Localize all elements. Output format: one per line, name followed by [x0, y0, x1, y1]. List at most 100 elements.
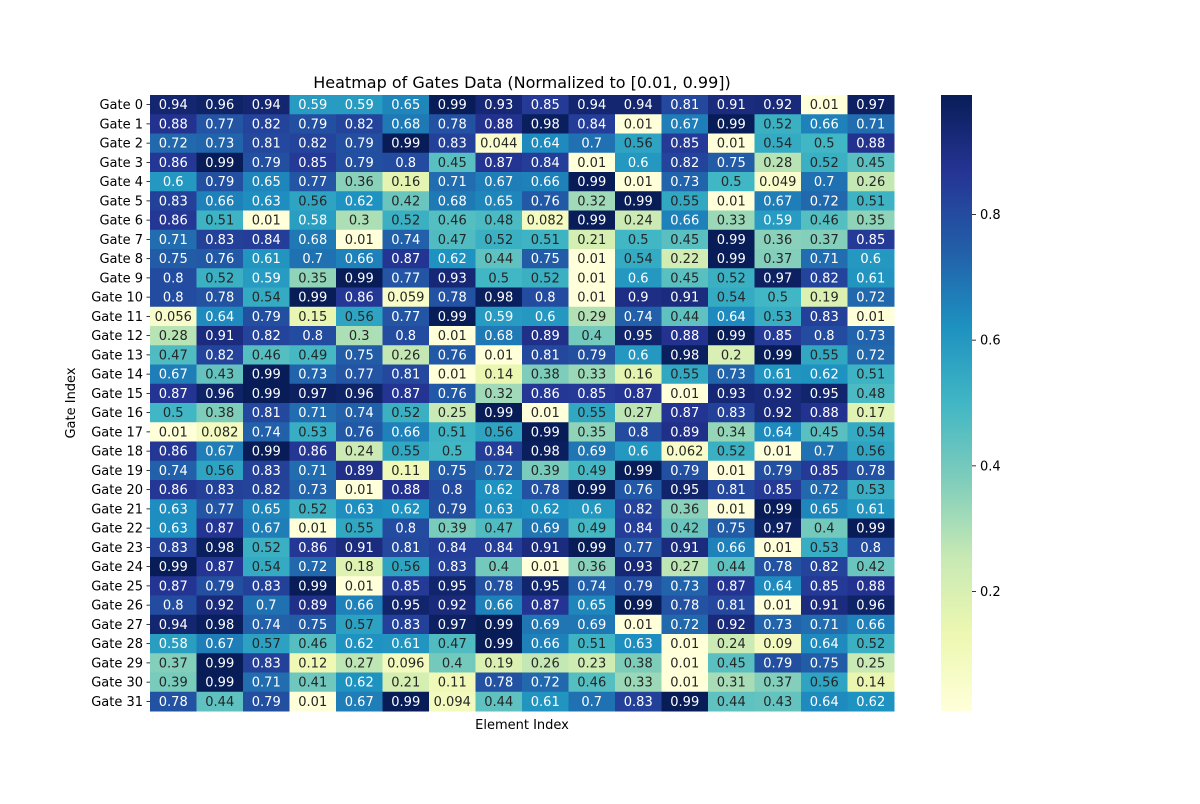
cell-value-label: 0.97 [763, 271, 792, 286]
cell-value-label: 0.87 [205, 560, 234, 575]
heatmap-cell [475, 691, 523, 712]
cell-value-label: 0.19 [810, 291, 839, 306]
heatmap-cell [661, 249, 709, 269]
cell-value-label: 0.76 [205, 252, 234, 267]
cell-value-label: 0.91 [345, 541, 374, 556]
cell-value-label: 0.99 [717, 252, 746, 267]
cell-value-label: 0.33 [577, 368, 606, 383]
heatmap-cell [382, 480, 430, 500]
heatmap-cell [522, 133, 569, 154]
heatmap-cell [475, 595, 523, 616]
heatmap-cell [382, 691, 430, 712]
cell-value-label: 0.23 [577, 656, 606, 671]
heatmap-cell [382, 422, 430, 442]
cell-value-label: 0.56 [624, 137, 653, 152]
cell-value-label: 0.44 [484, 252, 513, 267]
heatmap-cell [336, 114, 383, 134]
cell-value-label: 0.98 [484, 291, 513, 306]
cell-value-label: 0.83 [438, 560, 467, 575]
heatmap-cell [475, 114, 523, 134]
heatmap-cell [382, 403, 430, 423]
heatmap-cell [754, 383, 802, 404]
cell-value-label: 0.99 [484, 637, 513, 652]
cell-value-label: 0.57 [345, 618, 374, 633]
y-tick-label: Gate 26 [91, 599, 143, 614]
heatmap-cell [568, 326, 616, 346]
cell-value-label: 0.01 [345, 579, 374, 594]
heatmap-cell [289, 595, 337, 616]
heatmap-cell [475, 287, 523, 308]
heatmap-cell [475, 480, 523, 500]
cell-value-label: 0.99 [577, 541, 606, 556]
cell-value-label: 0.01 [624, 175, 653, 190]
heatmap-cell [150, 364, 197, 385]
cell-value-label: 0.96 [856, 599, 885, 614]
cell-value-label: 0.73 [205, 137, 234, 152]
heatmap-cell [243, 364, 290, 385]
heatmap-cell [568, 634, 616, 654]
heatmap-cell [661, 114, 709, 134]
cell-value-label: 0.96 [345, 387, 374, 402]
heatmap-cell [289, 691, 337, 712]
heatmap-cell [289, 210, 337, 231]
cell-value-label: 0.75 [345, 348, 374, 363]
heatmap-cell [568, 210, 616, 231]
cell-value-label: 0.8 [302, 329, 323, 344]
heatmap-cell [754, 268, 802, 288]
cell-value-label: 0.52 [391, 406, 420, 421]
cell-value-label: 0.52 [531, 271, 560, 286]
cell-value-label: 0.6 [628, 271, 649, 286]
cell-value-label: 0.75 [531, 252, 560, 267]
y-tick-label: Gate 2 [99, 137, 143, 152]
heatmap-cell [661, 345, 709, 365]
cell-value-label: 0.67 [670, 117, 699, 132]
heatmap-cell [289, 672, 337, 693]
heatmap-cell [243, 345, 290, 365]
heatmap-cell [196, 114, 244, 134]
heatmap-cell [289, 614, 337, 635]
heatmap-cell [475, 345, 523, 365]
colorbar: 0.2 0.4 0.6 0.8 [941, 95, 1001, 711]
cell-value-label: 0.41 [298, 676, 327, 691]
heatmap-cell [568, 614, 616, 635]
heatmap-cell [150, 133, 197, 154]
cell-value-label: 0.61 [856, 271, 885, 286]
cell-value-label: 0.92 [763, 387, 792, 402]
cell-value-label: 0.62 [438, 252, 467, 267]
cell-value-label: 0.82 [205, 348, 234, 363]
cell-value-label: 0.95 [438, 579, 467, 594]
heatmap-cell [429, 653, 476, 673]
heatmap-cell [243, 460, 290, 481]
heatmap-cell [522, 95, 569, 115]
heatmap-cell [196, 576, 244, 596]
heatmap-cell [196, 557, 244, 577]
heatmap-cell [243, 403, 290, 423]
cell-value-label: 0.66 [670, 214, 699, 229]
cell-value-label: 0.46 [252, 348, 281, 363]
heatmap-cell [661, 172, 709, 192]
cell-value-label: 0.31 [717, 676, 746, 691]
heatmap-cell [801, 653, 848, 673]
cell-value-label: 0.64 [763, 579, 792, 594]
heatmap-cell [847, 152, 895, 173]
heatmap-cell [801, 306, 848, 327]
heatmap-cell [661, 672, 709, 693]
cell-value-label: 0.91 [670, 291, 699, 306]
heatmap-cell [568, 499, 616, 519]
heatmap-cell [661, 210, 709, 231]
cell-value-label: 0.83 [159, 194, 188, 209]
heatmap-cell [289, 133, 337, 154]
heatmap-cell [150, 383, 197, 404]
heatmap-cell [847, 499, 895, 519]
cell-value-label: 0.81 [670, 98, 699, 113]
cell-value-label: 0.6 [581, 502, 602, 517]
y-tick-label: Gate 7 [99, 233, 143, 248]
heatmap-cell [801, 691, 848, 712]
heatmap-cell [754, 133, 802, 154]
heatmap-cell [661, 576, 709, 596]
cell-value-label: 0.54 [252, 291, 281, 306]
heatmap-cell [289, 576, 337, 596]
heatmap-cell [243, 229, 290, 250]
heatmap-cell [661, 364, 709, 385]
heatmap-cell [661, 518, 709, 539]
